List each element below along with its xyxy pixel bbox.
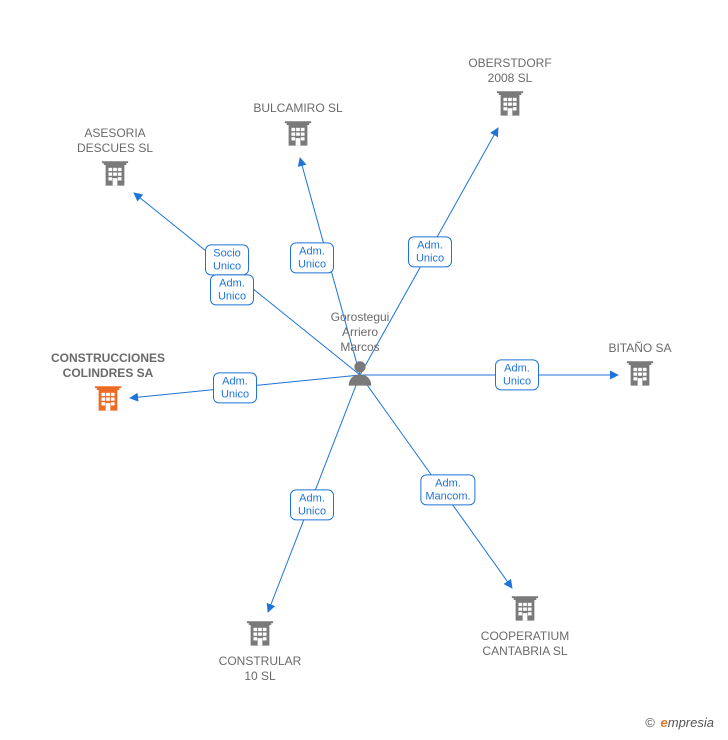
node-label: CONSTRULAR 10 SL — [219, 654, 302, 684]
brand-first-letter: e — [661, 715, 668, 730]
building-icon[interactable] — [283, 118, 313, 153]
node-label: BULCAMIRO SL — [253, 101, 342, 116]
node-label: COOPERATIUM CANTABRIA SL — [481, 629, 569, 659]
center-label: Gorostegui Arriero Marcos — [331, 310, 390, 355]
footer-credit: © empresia — [645, 715, 714, 730]
edge-label: Adm. Unico — [408, 236, 452, 267]
copyright-symbol: © — [645, 715, 655, 730]
edge-label: Adm. Unico — [210, 274, 254, 305]
edge-label: Adm. Unico — [213, 372, 257, 403]
building-icon[interactable] — [245, 618, 275, 653]
person-icon[interactable] — [345, 358, 375, 393]
node-label: OBERSTDORF 2008 SL — [468, 56, 551, 86]
node-label: CONSTRUCCIONES COLINDRES SA — [51, 351, 165, 381]
building-icon[interactable] — [495, 88, 525, 123]
building-icon[interactable] — [510, 593, 540, 628]
edge-label: Adm. Unico — [495, 359, 539, 390]
edge-label: Adm. Unico — [290, 489, 334, 520]
edge-label: Adm. Mancom. — [420, 474, 475, 505]
edge-label: Socio Unico — [205, 244, 249, 275]
building-icon[interactable] — [625, 358, 655, 393]
node-label: BITAÑO SA — [608, 341, 671, 356]
edge-label: Adm. Unico — [290, 242, 334, 273]
building-icon[interactable] — [93, 383, 123, 418]
building-icon[interactable] — [100, 158, 130, 193]
node-label: ASESORIA DESCUES SL — [77, 126, 153, 156]
brand-rest: mpresia — [668, 715, 714, 730]
